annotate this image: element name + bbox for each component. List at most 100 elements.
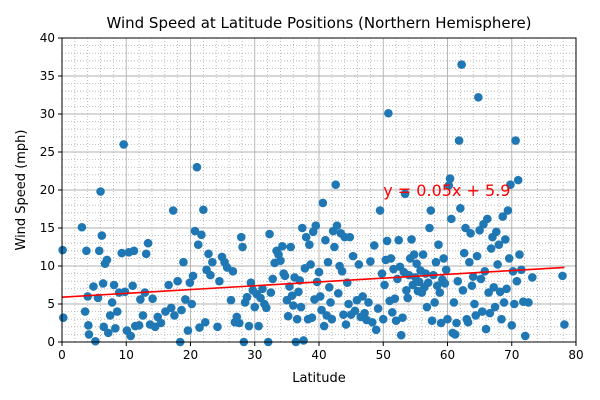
data-point [507, 320, 517, 330]
data-point [179, 257, 188, 267]
data-point [96, 187, 105, 196]
data-point [228, 267, 238, 276]
data-point [177, 305, 186, 315]
data-point [337, 267, 347, 276]
data-point [99, 322, 109, 332]
data-point [414, 277, 424, 287]
data-point [107, 298, 117, 307]
data-point [164, 280, 173, 290]
data-point [476, 274, 486, 284]
y-tick-label: 0 [47, 335, 55, 349]
data-point [422, 302, 432, 312]
data-point [213, 322, 222, 332]
data-point [443, 314, 452, 324]
data-point [375, 206, 385, 215]
y-tick-label: 30 [40, 107, 55, 121]
data-point [456, 203, 465, 213]
data-point [449, 298, 459, 307]
data-point [354, 260, 364, 269]
data-point [58, 245, 67, 255]
regression-line [61, 266, 565, 298]
data-point [318, 198, 328, 208]
data-point [380, 280, 389, 290]
data-point [387, 308, 397, 317]
data-point [190, 226, 200, 236]
data-point [466, 229, 475, 238]
x-tick-label: 30 [247, 348, 262, 362]
data-point [200, 317, 210, 327]
data-point [301, 232, 311, 242]
data-point [409, 250, 419, 259]
data-point [510, 299, 519, 309]
data-point [102, 255, 112, 265]
data-point [119, 140, 128, 149]
data-point [188, 271, 198, 281]
data-point [324, 282, 334, 292]
data-point [148, 294, 157, 303]
data-point [434, 240, 443, 250]
data-point [286, 242, 296, 252]
data-point [369, 241, 379, 250]
data-point [332, 221, 342, 231]
data-point [235, 318, 244, 328]
data-points [58, 60, 569, 347]
data-point [431, 257, 441, 267]
data-point [299, 336, 308, 345]
data-point [524, 298, 533, 307]
data-point [278, 241, 287, 251]
data-point [238, 242, 247, 252]
data-point [315, 292, 325, 301]
data-point [306, 260, 315, 269]
data-point [265, 229, 274, 239]
data-point [400, 189, 410, 199]
data-point [472, 251, 482, 261]
y-tick-label: 35 [40, 69, 55, 83]
data-point [242, 292, 252, 302]
data-point [109, 280, 119, 290]
data-point [412, 259, 421, 269]
data-point [403, 293, 412, 303]
data-point [506, 180, 515, 189]
data-point [498, 212, 508, 221]
data-point [120, 287, 130, 297]
data-point [499, 298, 509, 307]
data-point [181, 295, 190, 304]
data-point [485, 308, 495, 318]
data-point [183, 326, 193, 335]
data-point [435, 288, 445, 297]
data-point [393, 274, 402, 284]
data-point [268, 274, 278, 284]
data-point [136, 295, 145, 304]
data-point [371, 325, 381, 335]
data-point [138, 311, 148, 320]
data-point [58, 313, 68, 322]
data-point [486, 244, 496, 253]
data-point [170, 311, 179, 320]
data-point [474, 92, 483, 102]
data-point [436, 318, 446, 328]
data-point [250, 302, 260, 312]
data-point [364, 298, 373, 307]
data-point [156, 318, 166, 328]
data-point [173, 276, 182, 286]
data-point [341, 320, 351, 329]
data-point [396, 330, 406, 340]
data-point [504, 254, 514, 263]
data-point [360, 308, 369, 318]
data-point [204, 249, 213, 259]
data-point [339, 310, 348, 319]
data-point [450, 330, 460, 339]
data-point [112, 307, 122, 316]
data-point [215, 276, 224, 286]
x-tick-label: 80 [568, 348, 583, 362]
data-point [512, 276, 522, 286]
data-point [128, 281, 137, 291]
data-point [185, 278, 195, 288]
data-point [480, 267, 490, 276]
data-point [326, 298, 335, 307]
data-point [444, 181, 454, 190]
data-point [465, 257, 474, 267]
x-tick-label: 10 [119, 348, 134, 362]
data-point [503, 206, 513, 215]
data-point [330, 242, 339, 252]
